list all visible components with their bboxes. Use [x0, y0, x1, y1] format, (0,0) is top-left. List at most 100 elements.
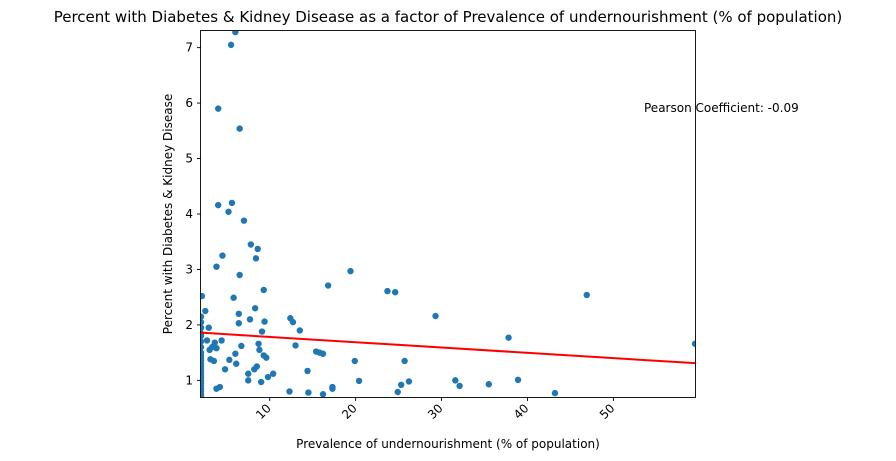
scatter-point: [232, 31, 239, 36]
scatter-point: [214, 105, 222, 112]
scatter-point: [351, 357, 358, 365]
scatter-point: [235, 320, 243, 327]
scatter-point: [485, 381, 493, 388]
scatter-point: [236, 125, 243, 132]
scatter-point: [329, 385, 336, 392]
scatter-point: [505, 334, 512, 341]
scatter-point: [305, 389, 312, 396]
regression-line: [201, 331, 695, 365]
chart-title: Percent with Diabetes & Kidney Disease a…: [54, 8, 843, 26]
scatter-point: [405, 378, 413, 385]
scatter-point: [319, 350, 327, 357]
scatter-point: [257, 378, 265, 386]
scatter-point: [225, 208, 232, 215]
scatter-point: [260, 286, 267, 294]
x-tick-label: 40: [511, 401, 532, 422]
scatter-point: [201, 343, 205, 351]
scatter-point: [211, 339, 218, 346]
y-tick-label: 7: [185, 41, 193, 55]
scatter-point: [245, 370, 252, 377]
scatter-point: [221, 366, 229, 373]
x-axis: 10 20 30 40 50: [253, 397, 618, 422]
scatter-point: [251, 305, 259, 312]
scatter-point: [255, 340, 262, 347]
scatter-point: [269, 370, 277, 377]
scatter-point: [202, 307, 209, 315]
y-tick-label: 6: [185, 96, 193, 110]
y-tick-label: 4: [185, 207, 193, 221]
scatter-point: [201, 324, 205, 331]
scatter-point: [296, 327, 303, 334]
scatter-point: [583, 291, 590, 299]
scatter-point: [394, 388, 401, 396]
scatter-point: [252, 255, 260, 262]
scatter-point: [201, 292, 206, 300]
scatter-point: [238, 342, 245, 350]
x-tick-label: 50: [597, 401, 618, 422]
scatter-point: [432, 312, 439, 320]
y-axis: 1 2 3 4 5 6 7: [185, 41, 201, 387]
pearson-annotation: Pearson Coefficient: -0.09: [644, 101, 799, 115]
scatter-point: [397, 381, 405, 388]
x-tick-label: 20: [339, 401, 360, 422]
scatter-point: [227, 41, 235, 49]
scatter-point: [201, 313, 205, 320]
scatter-point: [236, 271, 243, 279]
scatter-point: [201, 318, 205, 326]
scatter-point: [235, 310, 243, 318]
scatter-point: [213, 263, 220, 270]
scatter-point: [240, 217, 248, 224]
scatter-point: [551, 389, 559, 397]
scatter-point: [264, 373, 272, 381]
scatter-point: [289, 318, 297, 326]
scatter-point: [218, 337, 225, 344]
scatter-point: [384, 287, 391, 295]
x-axis-label: Prevalence of undernourishment (% of pop…: [296, 437, 600, 451]
scatter-point: [232, 350, 239, 357]
scatter-point: [210, 357, 218, 365]
scatter-point: [691, 340, 695, 347]
scatter-point: [263, 354, 270, 361]
scatter-point: [219, 252, 226, 259]
scatter-point: [261, 318, 268, 325]
y-tick-label: 3: [185, 262, 193, 276]
scatter-point: [324, 282, 332, 289]
y-tick-label: 1: [185, 373, 193, 387]
scatter-point: [230, 294, 237, 301]
scatter-point: [391, 288, 399, 296]
scatter-point: [347, 267, 354, 275]
scatter-point: [452, 377, 459, 384]
scatter-point: [319, 391, 327, 397]
scatter-point: [456, 382, 463, 390]
scatter-point: [401, 357, 408, 365]
scatter-point: [228, 199, 236, 207]
axes-frame: [200, 30, 696, 398]
scatter-point: [213, 345, 220, 352]
scatter-point: [254, 245, 261, 253]
scatter-point: [233, 360, 240, 367]
y-tick-label: 2: [185, 318, 193, 332]
scatter-point: [226, 356, 233, 364]
scatter-point: [304, 367, 311, 375]
scatter-point: [246, 316, 254, 323]
scatter-point: [256, 346, 263, 354]
plot-area: [201, 31, 695, 397]
scatter-point: [214, 201, 222, 209]
scatter-point: [355, 377, 363, 385]
scatter-point: [203, 337, 211, 344]
x-tick-label: 30: [425, 401, 446, 422]
scatter-point: [247, 241, 255, 248]
x-tick-label: 10: [253, 401, 274, 422]
scatter-point: [253, 363, 261, 370]
scatter-point: [286, 388, 293, 395]
scatter-point: [245, 377, 252, 384]
scatter-point: [205, 324, 212, 331]
scatter-point: [258, 328, 266, 335]
scatter-point: [201, 338, 205, 345]
scatter-point: [216, 383, 224, 391]
y-tick-label: 5: [185, 152, 193, 166]
scatter-point: [201, 332, 205, 340]
scatter-point: [514, 376, 522, 384]
scatter-point: [201, 392, 205, 397]
